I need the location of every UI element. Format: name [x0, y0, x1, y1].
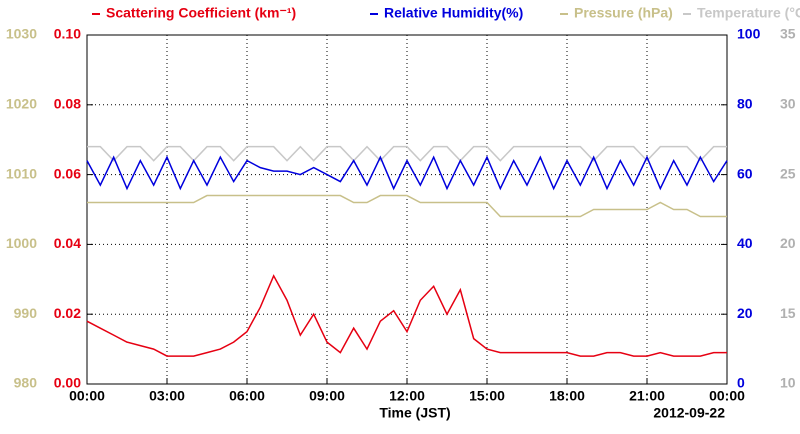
legend-label: Pressure (hPa): [574, 5, 673, 21]
x-tick-label: 03:00: [149, 388, 185, 404]
series-line: [86, 274, 727, 357]
y-tick-label: 0.06: [54, 165, 81, 181]
y-tick-label: 35: [780, 26, 796, 42]
x-tick-label: 18:00: [549, 388, 585, 404]
x-tick-label: 00:00: [69, 388, 105, 404]
y-tick-label: 20: [737, 305, 753, 321]
y-tick-label: 0.02: [54, 305, 81, 321]
y-tick-label: 0: [737, 375, 745, 391]
y-tick-label: 80: [737, 96, 753, 112]
series-line: [86, 155, 728, 191]
y-tick-label: 60: [737, 165, 753, 181]
y-tick-label: 980: [14, 375, 38, 391]
y-tick-label: 0.04: [54, 235, 81, 251]
y-tick-label: 30: [780, 96, 796, 112]
x-tick-label: 09:00: [309, 388, 345, 404]
y-tick-label: 10: [780, 375, 796, 391]
series-line: [87, 194, 727, 218]
y-tick-label: 15: [780, 305, 796, 321]
y-tick-label: 1010: [6, 165, 37, 181]
series-line: [87, 145, 727, 162]
y-tick-label: 0.08: [54, 96, 81, 112]
x-tick-label: 06:00: [229, 388, 265, 404]
y-tick-label: 1020: [6, 96, 37, 112]
y-tick-label: 20: [780, 235, 796, 251]
date-label: 2012-09-22: [653, 405, 725, 421]
y-tick-label: 100: [737, 26, 761, 42]
x-tick-label: 15:00: [469, 388, 505, 404]
legend-label: Scattering Coefficient (km⁻¹): [106, 5, 296, 21]
legend-label: Relative Humidity(%): [384, 5, 523, 21]
y-tick-label: 1000: [6, 235, 37, 251]
x-axis-title: Time (JST): [379, 405, 450, 421]
y-tick-label: 1030: [6, 26, 37, 42]
y-tick-label: 0.00: [54, 375, 81, 391]
x-tick-label: 12:00: [389, 388, 425, 404]
legend-label: Temperature (°C): [697, 5, 800, 21]
x-tick-label: 21:00: [629, 388, 665, 404]
y-tick-label: 0.10: [54, 26, 81, 42]
y-tick-label: 990: [14, 305, 38, 321]
x-tick-label: 00:00: [709, 388, 745, 404]
y-tick-label: 25: [780, 165, 796, 181]
y-tick-label: 40: [737, 235, 753, 251]
